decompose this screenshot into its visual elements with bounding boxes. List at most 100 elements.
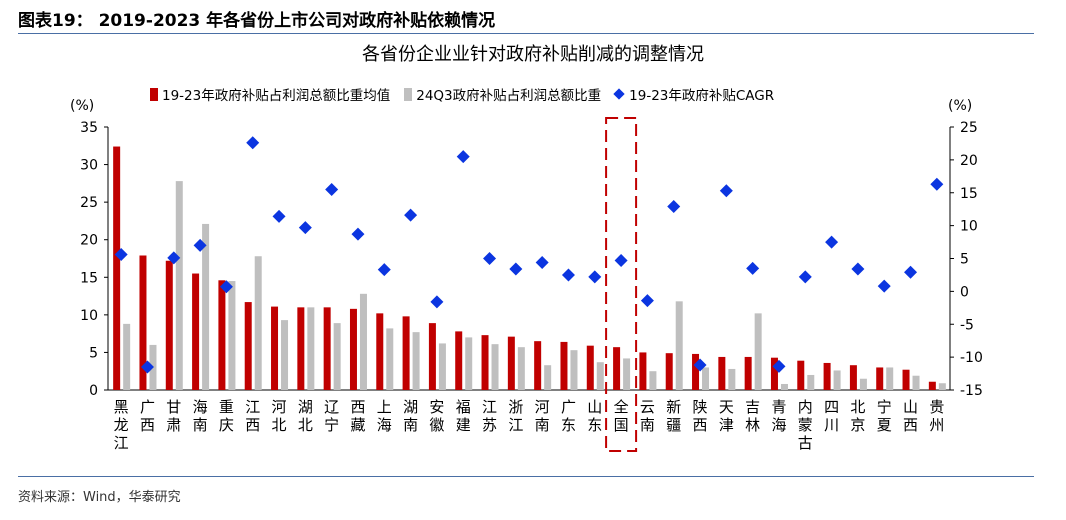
right-tick-label: -10 [960, 350, 983, 366]
cagr-diamond [772, 359, 786, 373]
bar-series2 [780, 383, 788, 390]
cagr-diamond [325, 182, 339, 196]
category-label-char: 苏 [482, 416, 497, 434]
category-label-char: 湖 [298, 398, 313, 416]
bar-series1 [718, 356, 726, 390]
category-label-char: 海 [377, 416, 392, 434]
bar-series2 [254, 256, 262, 390]
category-label-char: 青 [771, 398, 786, 416]
legend: 19-23年政府补贴占利润总额比重均值 24Q3政府补贴占利润总额比重 19-2… [150, 84, 788, 104]
bar-series2 [596, 362, 604, 390]
cagr-diamond [219, 280, 233, 294]
bar-series2 [728, 368, 736, 390]
right-axis: -15 -10 -5 0 5 10 15 20 25 (%) [948, 98, 983, 399]
left-tick-label: 20 [80, 233, 98, 249]
left-tick-label: 10 [80, 308, 98, 324]
bar-series1 [481, 335, 489, 390]
category-label-char: 新 [666, 398, 681, 416]
cagr-diamond [246, 136, 260, 150]
legend-label-series-3: 19-23年政府补贴CAGR [629, 88, 775, 104]
category-label-char: 河 [535, 398, 550, 416]
cagr-diamond [114, 248, 128, 262]
legend-label-series-1: 19-23年政府补贴占利润总额比重均值 [162, 88, 391, 104]
category-label-char: 西 [140, 416, 155, 434]
bar-series1 [402, 316, 410, 390]
bar-series1 [139, 255, 147, 390]
bar-series2 [202, 223, 210, 390]
bar-series2 [386, 328, 394, 390]
legend-item-series-3: 19-23年政府补贴CAGR [613, 84, 775, 104]
category-label-char: 南 [403, 416, 418, 434]
bar-series1 [665, 353, 673, 390]
bar-series2 [175, 181, 183, 390]
bar-series1 [560, 341, 568, 390]
right-tick-label: 10 [960, 219, 978, 235]
category-label-char: 北 [298, 416, 313, 434]
bar-series1 [218, 280, 226, 390]
category-label-char: 贵 [929, 398, 944, 416]
category-label-char: 河 [272, 398, 287, 416]
category-label-char: 东 [587, 416, 602, 434]
category-label-char: 南 [193, 416, 208, 434]
category-label-char: 川 [824, 416, 839, 434]
cagr-diamond [404, 208, 418, 222]
cagr-diamond [798, 270, 812, 284]
chart-title: 各省份企业业针对政府补贴削减的调整情况 [362, 44, 704, 65]
cagr-diamond [351, 227, 365, 241]
source-note: 资料来源：Wind，华泰研究 [18, 490, 181, 505]
bar-series2 [412, 332, 420, 390]
category-label-char: 宁 [877, 398, 892, 416]
bar-series2 [544, 365, 552, 390]
right-tick-label: 5 [960, 252, 969, 268]
category-label-char: 福 [456, 398, 471, 416]
bar-series1 [349, 308, 357, 390]
cagr-diamond [298, 221, 312, 235]
left-axis-unit: (%) [70, 98, 94, 114]
category-label-char: 疆 [666, 416, 681, 434]
category-label-char: 山 [587, 398, 602, 416]
bar-series1 [192, 273, 200, 390]
bar-series2 [833, 370, 841, 390]
category-label-char: 重 [219, 398, 234, 416]
cagr-diamond [904, 265, 918, 279]
category-label-char: 浙 [508, 398, 523, 416]
left-tick-label: 30 [80, 158, 98, 174]
right-tick-label: 20 [960, 153, 978, 169]
legend-item-series-2: 24Q3政府补贴占利润总额比重 [404, 84, 601, 104]
category-label-char: 龙 [114, 416, 129, 434]
cagr-diamond [456, 150, 470, 164]
cagr-diamond [430, 295, 444, 309]
cagr-diamond [667, 200, 681, 214]
category-label-char: 湖 [403, 398, 418, 416]
cagr-diamond [561, 268, 575, 282]
left-tick-label: 25 [80, 195, 98, 211]
bar-series1 [323, 307, 331, 390]
highlight-dashed-box [605, 117, 638, 452]
category-label-char: 肃 [166, 416, 181, 434]
category-label-char: 西 [903, 416, 918, 434]
bar-series2 [938, 383, 946, 390]
bar-series2 [570, 350, 578, 390]
top-rule [18, 33, 1034, 34]
cagr-diamond [377, 263, 391, 277]
legend-item-series-1: 19-23年政府补贴占利润总额比重均值 [150, 84, 390, 104]
category-label-char: 南 [640, 416, 655, 434]
category-label-char: 吉 [745, 398, 760, 416]
category-label-char: 上 [377, 398, 392, 416]
category-label-char: 海 [193, 398, 208, 416]
right-tick-label: -5 [960, 317, 974, 333]
bar-series1 [534, 341, 542, 390]
bar-series2 [281, 320, 289, 390]
category-label-char: 全 [614, 398, 629, 416]
bar-series1 [507, 336, 515, 390]
cagr-diamond [193, 238, 207, 252]
cagr-diamond [877, 279, 891, 293]
left-tick-label: 15 [80, 270, 98, 286]
right-axis-unit: (%) [948, 98, 972, 114]
bar-series1 [876, 367, 884, 390]
category-label-char: 广 [561, 398, 576, 416]
category-label-char: 京 [850, 416, 865, 434]
legend-swatch-bar1 [150, 87, 158, 101]
category-label-char: 山 [903, 398, 918, 416]
